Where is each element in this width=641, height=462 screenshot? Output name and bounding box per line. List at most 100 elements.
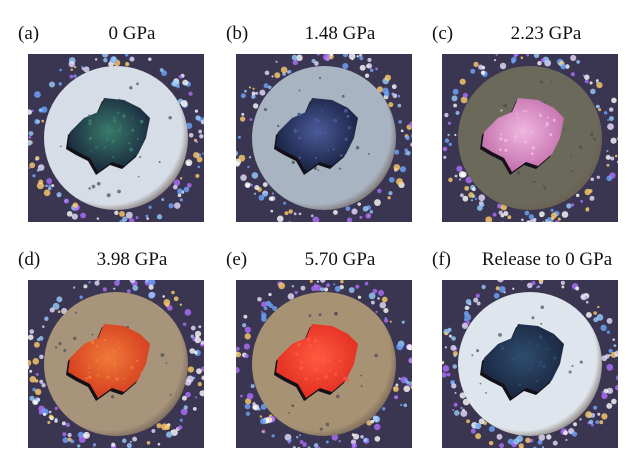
speckle xyxy=(351,58,354,61)
speckle xyxy=(102,287,107,292)
speckle xyxy=(596,175,600,179)
speckle xyxy=(601,392,608,400)
speckle xyxy=(251,172,259,179)
speckle xyxy=(297,447,301,448)
speckle xyxy=(62,437,69,444)
speckle xyxy=(145,214,149,218)
speckle xyxy=(240,394,243,398)
speckle xyxy=(248,156,252,159)
speckle xyxy=(375,310,378,314)
speckle xyxy=(173,179,181,187)
sample-sparkle xyxy=(85,377,88,380)
speckle xyxy=(565,64,570,69)
speckle xyxy=(606,403,613,409)
speckle xyxy=(29,369,33,373)
speckle xyxy=(186,182,192,188)
speckle xyxy=(194,336,202,344)
sample-sparkle xyxy=(530,152,534,156)
ruby-particle xyxy=(317,169,320,172)
speckle xyxy=(538,280,544,283)
speckle xyxy=(148,280,156,286)
speckle xyxy=(492,212,497,217)
sample-sparkle xyxy=(308,344,312,348)
speckle xyxy=(387,196,391,200)
speckle xyxy=(194,350,198,355)
ruby-particle xyxy=(73,336,77,341)
speckle xyxy=(443,155,447,159)
speckle xyxy=(183,405,188,410)
speckle xyxy=(69,74,74,79)
sample-sparkle xyxy=(531,146,536,150)
speckle xyxy=(65,422,71,428)
speckle xyxy=(268,303,274,308)
speckle xyxy=(259,418,267,425)
panel-c-letter: (c) xyxy=(432,23,454,44)
speckle xyxy=(240,93,246,99)
speckle xyxy=(580,199,584,203)
speckle xyxy=(298,212,302,216)
speckle xyxy=(454,410,460,416)
speckle xyxy=(537,439,543,445)
speckle xyxy=(398,377,401,380)
speckle xyxy=(51,415,54,419)
speckle xyxy=(512,287,515,290)
speckle xyxy=(148,57,152,61)
speckle xyxy=(300,285,306,291)
speckle xyxy=(81,67,85,71)
diamond-anvil-cell-image-f xyxy=(442,280,618,448)
speckle xyxy=(478,194,486,202)
speckle xyxy=(51,184,55,188)
speckle xyxy=(565,438,568,442)
speckle xyxy=(365,213,372,219)
sample-sparkle xyxy=(112,156,115,159)
speckle xyxy=(452,409,455,412)
speckle xyxy=(488,440,494,446)
speckle xyxy=(614,154,618,158)
sample-sparkle xyxy=(531,344,534,346)
sample-sparkle xyxy=(516,116,519,119)
speckle xyxy=(198,325,202,329)
sample-sparkle xyxy=(322,359,326,363)
sample-sparkle xyxy=(523,140,527,144)
sample-sparkle xyxy=(504,148,508,152)
speckle xyxy=(524,210,530,216)
speckle xyxy=(333,210,338,215)
ruby-particle xyxy=(542,185,545,188)
ruby-particle xyxy=(160,353,165,358)
speckle xyxy=(377,188,382,194)
speckle xyxy=(39,379,44,384)
ruby-particle xyxy=(291,160,296,165)
speckle xyxy=(560,280,565,285)
ruby-particle xyxy=(318,76,322,80)
ruby-particle xyxy=(568,370,572,374)
ruby-particle xyxy=(318,313,322,317)
speckle xyxy=(359,56,364,61)
speckle xyxy=(262,182,268,188)
speckle xyxy=(39,108,42,112)
speckle xyxy=(451,336,456,341)
ruby-particle xyxy=(263,107,268,112)
speckle xyxy=(194,396,198,399)
speckle xyxy=(372,288,378,294)
speckle xyxy=(37,164,45,171)
speckle xyxy=(473,61,479,67)
speckle xyxy=(476,205,483,211)
speckle xyxy=(35,372,39,376)
speckle xyxy=(454,174,458,178)
speckle xyxy=(103,57,108,63)
speckle xyxy=(593,405,598,410)
speckle xyxy=(599,420,604,425)
speckle xyxy=(342,54,349,58)
speckle xyxy=(588,419,594,425)
speckle xyxy=(52,302,60,310)
speckle xyxy=(135,216,139,220)
speckle xyxy=(54,406,58,411)
speckle xyxy=(171,429,178,436)
speckle xyxy=(179,177,183,180)
ruby-particle xyxy=(540,305,545,310)
sample-sparkle xyxy=(504,138,508,143)
ruby-particle xyxy=(88,187,91,190)
speckle xyxy=(615,375,618,381)
sample-sparkle xyxy=(344,137,348,141)
speckle xyxy=(182,322,187,326)
